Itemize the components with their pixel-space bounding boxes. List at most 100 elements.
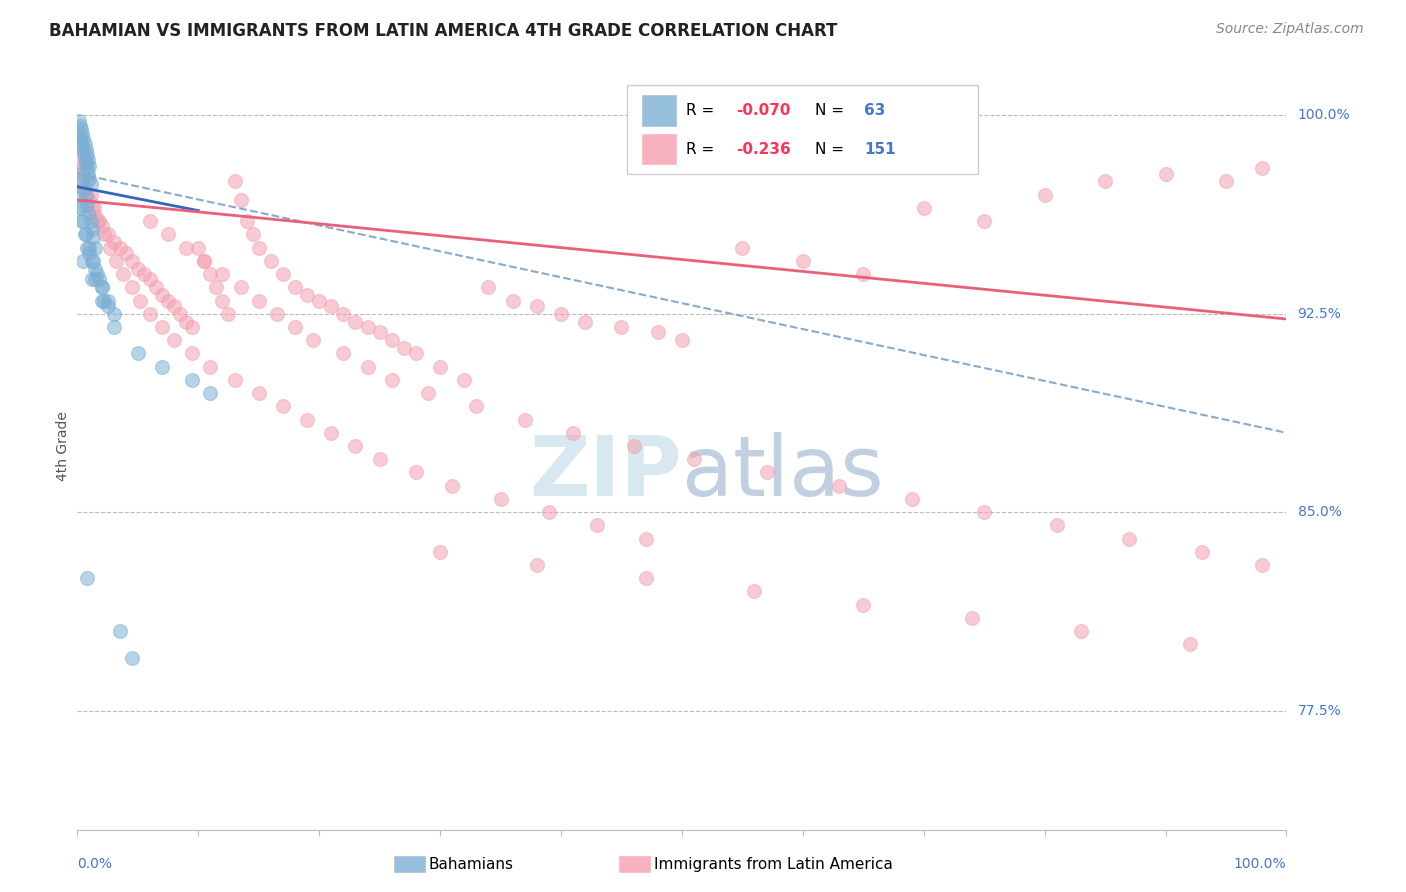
Point xyxy=(647,325,669,339)
Text: Immigrants from Latin America: Immigrants from Latin America xyxy=(654,857,893,871)
Point xyxy=(218,307,240,321)
Point xyxy=(79,177,101,191)
Point xyxy=(537,505,560,519)
Text: Source: ZipAtlas.com: Source: ZipAtlas.com xyxy=(1216,22,1364,37)
Point xyxy=(586,518,609,533)
Point xyxy=(127,346,149,360)
Point xyxy=(381,333,404,347)
Point xyxy=(526,558,548,572)
Point xyxy=(755,466,778,480)
Point xyxy=(103,320,125,334)
Point xyxy=(145,280,167,294)
Point xyxy=(550,307,572,321)
Point xyxy=(271,400,294,414)
Point xyxy=(634,571,657,585)
Point xyxy=(70,214,93,228)
Point xyxy=(84,241,107,255)
Point xyxy=(792,253,814,268)
Point xyxy=(731,241,754,255)
Point xyxy=(75,156,97,170)
Point xyxy=(610,320,633,334)
Point xyxy=(356,320,378,334)
Point xyxy=(105,253,128,268)
Point xyxy=(76,174,98,188)
Point xyxy=(321,299,343,313)
Point xyxy=(72,132,94,146)
Point xyxy=(1154,167,1177,181)
Point xyxy=(181,373,204,387)
FancyBboxPatch shape xyxy=(627,86,979,174)
Point xyxy=(76,161,98,176)
Point xyxy=(76,187,98,202)
Point xyxy=(103,307,125,321)
Point xyxy=(1215,174,1237,188)
Point xyxy=(70,135,93,149)
Point xyxy=(465,400,488,414)
Point xyxy=(1046,518,1069,533)
Point xyxy=(302,333,325,347)
Point xyxy=(73,227,96,242)
Point xyxy=(70,127,93,141)
Point xyxy=(72,161,94,176)
Text: 63: 63 xyxy=(865,103,886,119)
Point xyxy=(108,241,131,255)
Point xyxy=(82,253,104,268)
Point xyxy=(174,315,197,329)
Text: 100.0%: 100.0% xyxy=(1234,857,1286,871)
Point xyxy=(266,307,288,321)
Point xyxy=(224,373,246,387)
Point xyxy=(87,214,110,228)
Point xyxy=(157,227,180,242)
Point xyxy=(86,267,108,281)
Point xyxy=(93,293,115,308)
Point xyxy=(112,267,135,281)
Point xyxy=(70,201,93,215)
Point xyxy=(284,320,307,334)
Point xyxy=(79,241,101,255)
Point xyxy=(90,293,112,308)
Point xyxy=(69,201,91,215)
Point xyxy=(69,161,91,176)
Point xyxy=(150,359,173,374)
Text: R =: R = xyxy=(686,103,718,119)
Text: 92.5%: 92.5% xyxy=(1298,307,1341,321)
Point xyxy=(229,280,252,294)
Text: BAHAMIAN VS IMMIGRANTS FROM LATIN AMERICA 4TH GRADE CORRELATION CHART: BAHAMIAN VS IMMIGRANTS FROM LATIN AMERIC… xyxy=(49,22,838,40)
Text: N =: N = xyxy=(815,142,849,157)
Point xyxy=(84,261,107,276)
Point xyxy=(344,315,367,329)
Point xyxy=(157,293,180,308)
Point xyxy=(84,272,107,286)
Text: N =: N = xyxy=(815,103,849,119)
Point xyxy=(344,439,367,453)
Point xyxy=(80,272,103,286)
Point xyxy=(90,219,112,234)
Point xyxy=(187,241,209,255)
Point xyxy=(73,182,96,196)
Point xyxy=(69,119,91,133)
Point xyxy=(84,209,107,223)
Point xyxy=(70,140,93,154)
Point xyxy=(405,466,427,480)
Point xyxy=(200,386,222,401)
Point xyxy=(72,182,94,196)
Point xyxy=(429,545,451,559)
Point xyxy=(79,159,101,173)
Point xyxy=(205,280,228,294)
Point xyxy=(121,253,143,268)
Text: 77.5%: 77.5% xyxy=(1298,704,1341,717)
Point xyxy=(960,611,983,625)
Point xyxy=(912,201,935,215)
Point xyxy=(181,346,204,360)
Point xyxy=(405,346,427,360)
Point xyxy=(98,241,121,255)
Point xyxy=(75,227,97,242)
Point xyxy=(76,571,98,585)
Point xyxy=(70,148,93,162)
Point xyxy=(200,359,222,374)
Point xyxy=(139,307,162,321)
Text: 0.0%: 0.0% xyxy=(77,857,112,871)
FancyBboxPatch shape xyxy=(643,134,676,164)
Point xyxy=(247,293,270,308)
Point xyxy=(132,267,155,281)
